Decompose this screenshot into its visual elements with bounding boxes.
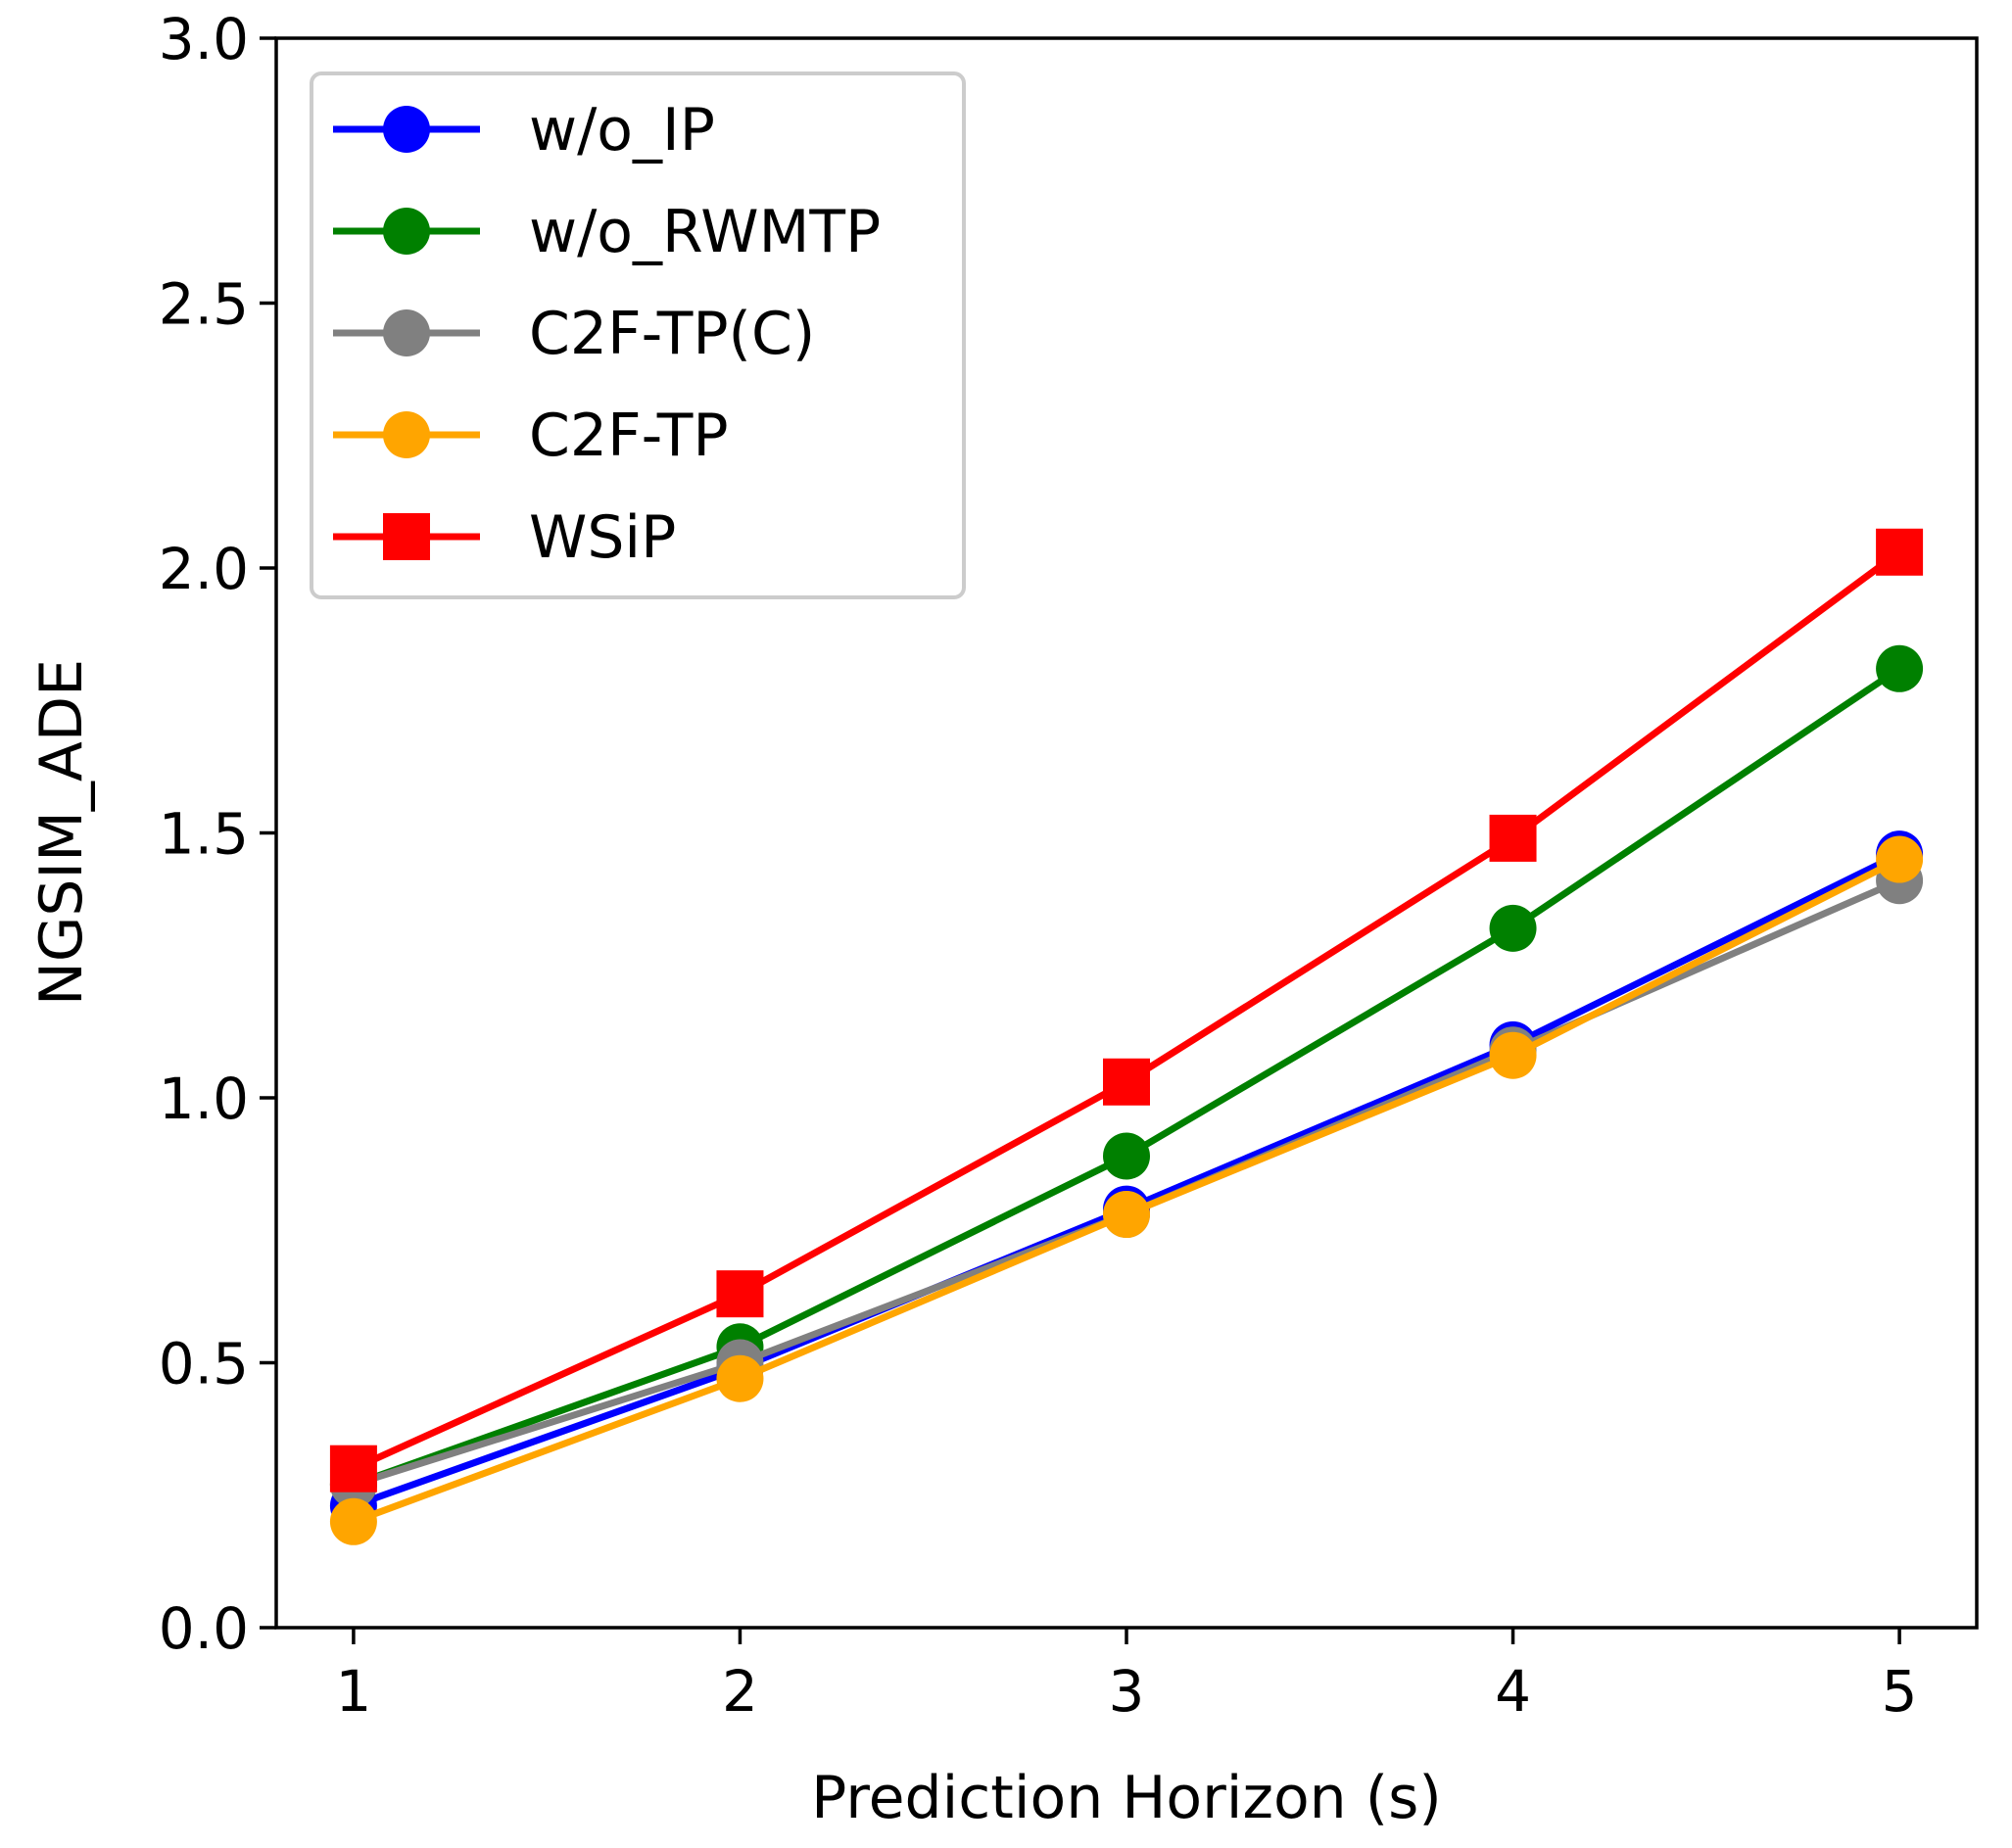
legend-marker-0 [383,106,430,153]
series-3-point-3 [1489,1031,1537,1079]
series-3-point-1 [716,1354,764,1402]
x-tick-label-4: 5 [1882,1658,1918,1725]
series-4-point-2 [1103,1058,1150,1106]
x-axis-label: Prediction Horizon (s) [811,1764,1442,1832]
series-4-point-0 [329,1445,377,1493]
y-tick-label-3: 1.5 [159,801,249,868]
y-tick-label-2: 1.0 [159,1066,249,1132]
y-axis-label: NGSIM_ADE [27,659,96,1006]
legend-entry-0: w/o_IP [333,96,715,165]
legend: w/o_IP w/o_RWMTP C2F-TP(C) C2F-TP WSiP [310,71,966,599]
series-4-point-3 [1489,814,1537,862]
series-3-point-0 [329,1497,377,1545]
series-1-point-3 [1489,904,1537,952]
x-tick-label-2: 3 [1109,1658,1145,1725]
legend-marker-3 [383,411,430,458]
y-tick-label-1: 0.5 [159,1331,249,1398]
legend-label-3: C2F-TP [529,402,729,470]
series-3-point-2 [1103,1191,1150,1239]
legend-label-4: WSiP [529,503,676,572]
series-1-point-2 [1103,1132,1150,1180]
legend-marker-4 [383,513,430,560]
series-4-point-4 [1876,528,1924,576]
legend-label-2: C2F-TP(C) [529,300,815,368]
series-3-point-4 [1876,835,1924,883]
legend-entry-2: C2F-TP(C) [333,300,815,368]
legend-entry-1: w/o_RWMTP [333,198,881,266]
y-tick-label-4: 2.0 [159,536,249,602]
legend-marker-1 [383,208,430,255]
legend-box [310,71,966,599]
series-1-point-4 [1876,644,1924,692]
legend-marker-2 [383,309,430,356]
legend-label-0: w/o_IP [529,96,715,165]
y-tick-label-0: 0.0 [159,1595,249,1662]
y-tick-label-6: 3.0 [159,6,249,72]
series-4 [329,528,1924,1493]
legend-entry-3: C2F-TP [333,402,729,470]
x-tick-label-1: 2 [722,1658,758,1725]
legend-label-1: w/o_RWMTP [529,198,881,266]
series-layer [329,528,1924,1545]
series-4-point-1 [716,1270,764,1318]
y-axis: 0.0 0.5 1.0 1.5 2.0 2.5 3.0 [159,6,276,1662]
x-axis: 1 2 3 4 5 [335,1628,1918,1725]
x-tick-label-0: 1 [335,1658,371,1725]
y-tick-label-5: 2.5 [159,271,249,338]
legend-entry-4: WSiP [333,503,676,572]
x-tick-label-3: 4 [1495,1658,1531,1725]
series-3 [329,835,1924,1545]
